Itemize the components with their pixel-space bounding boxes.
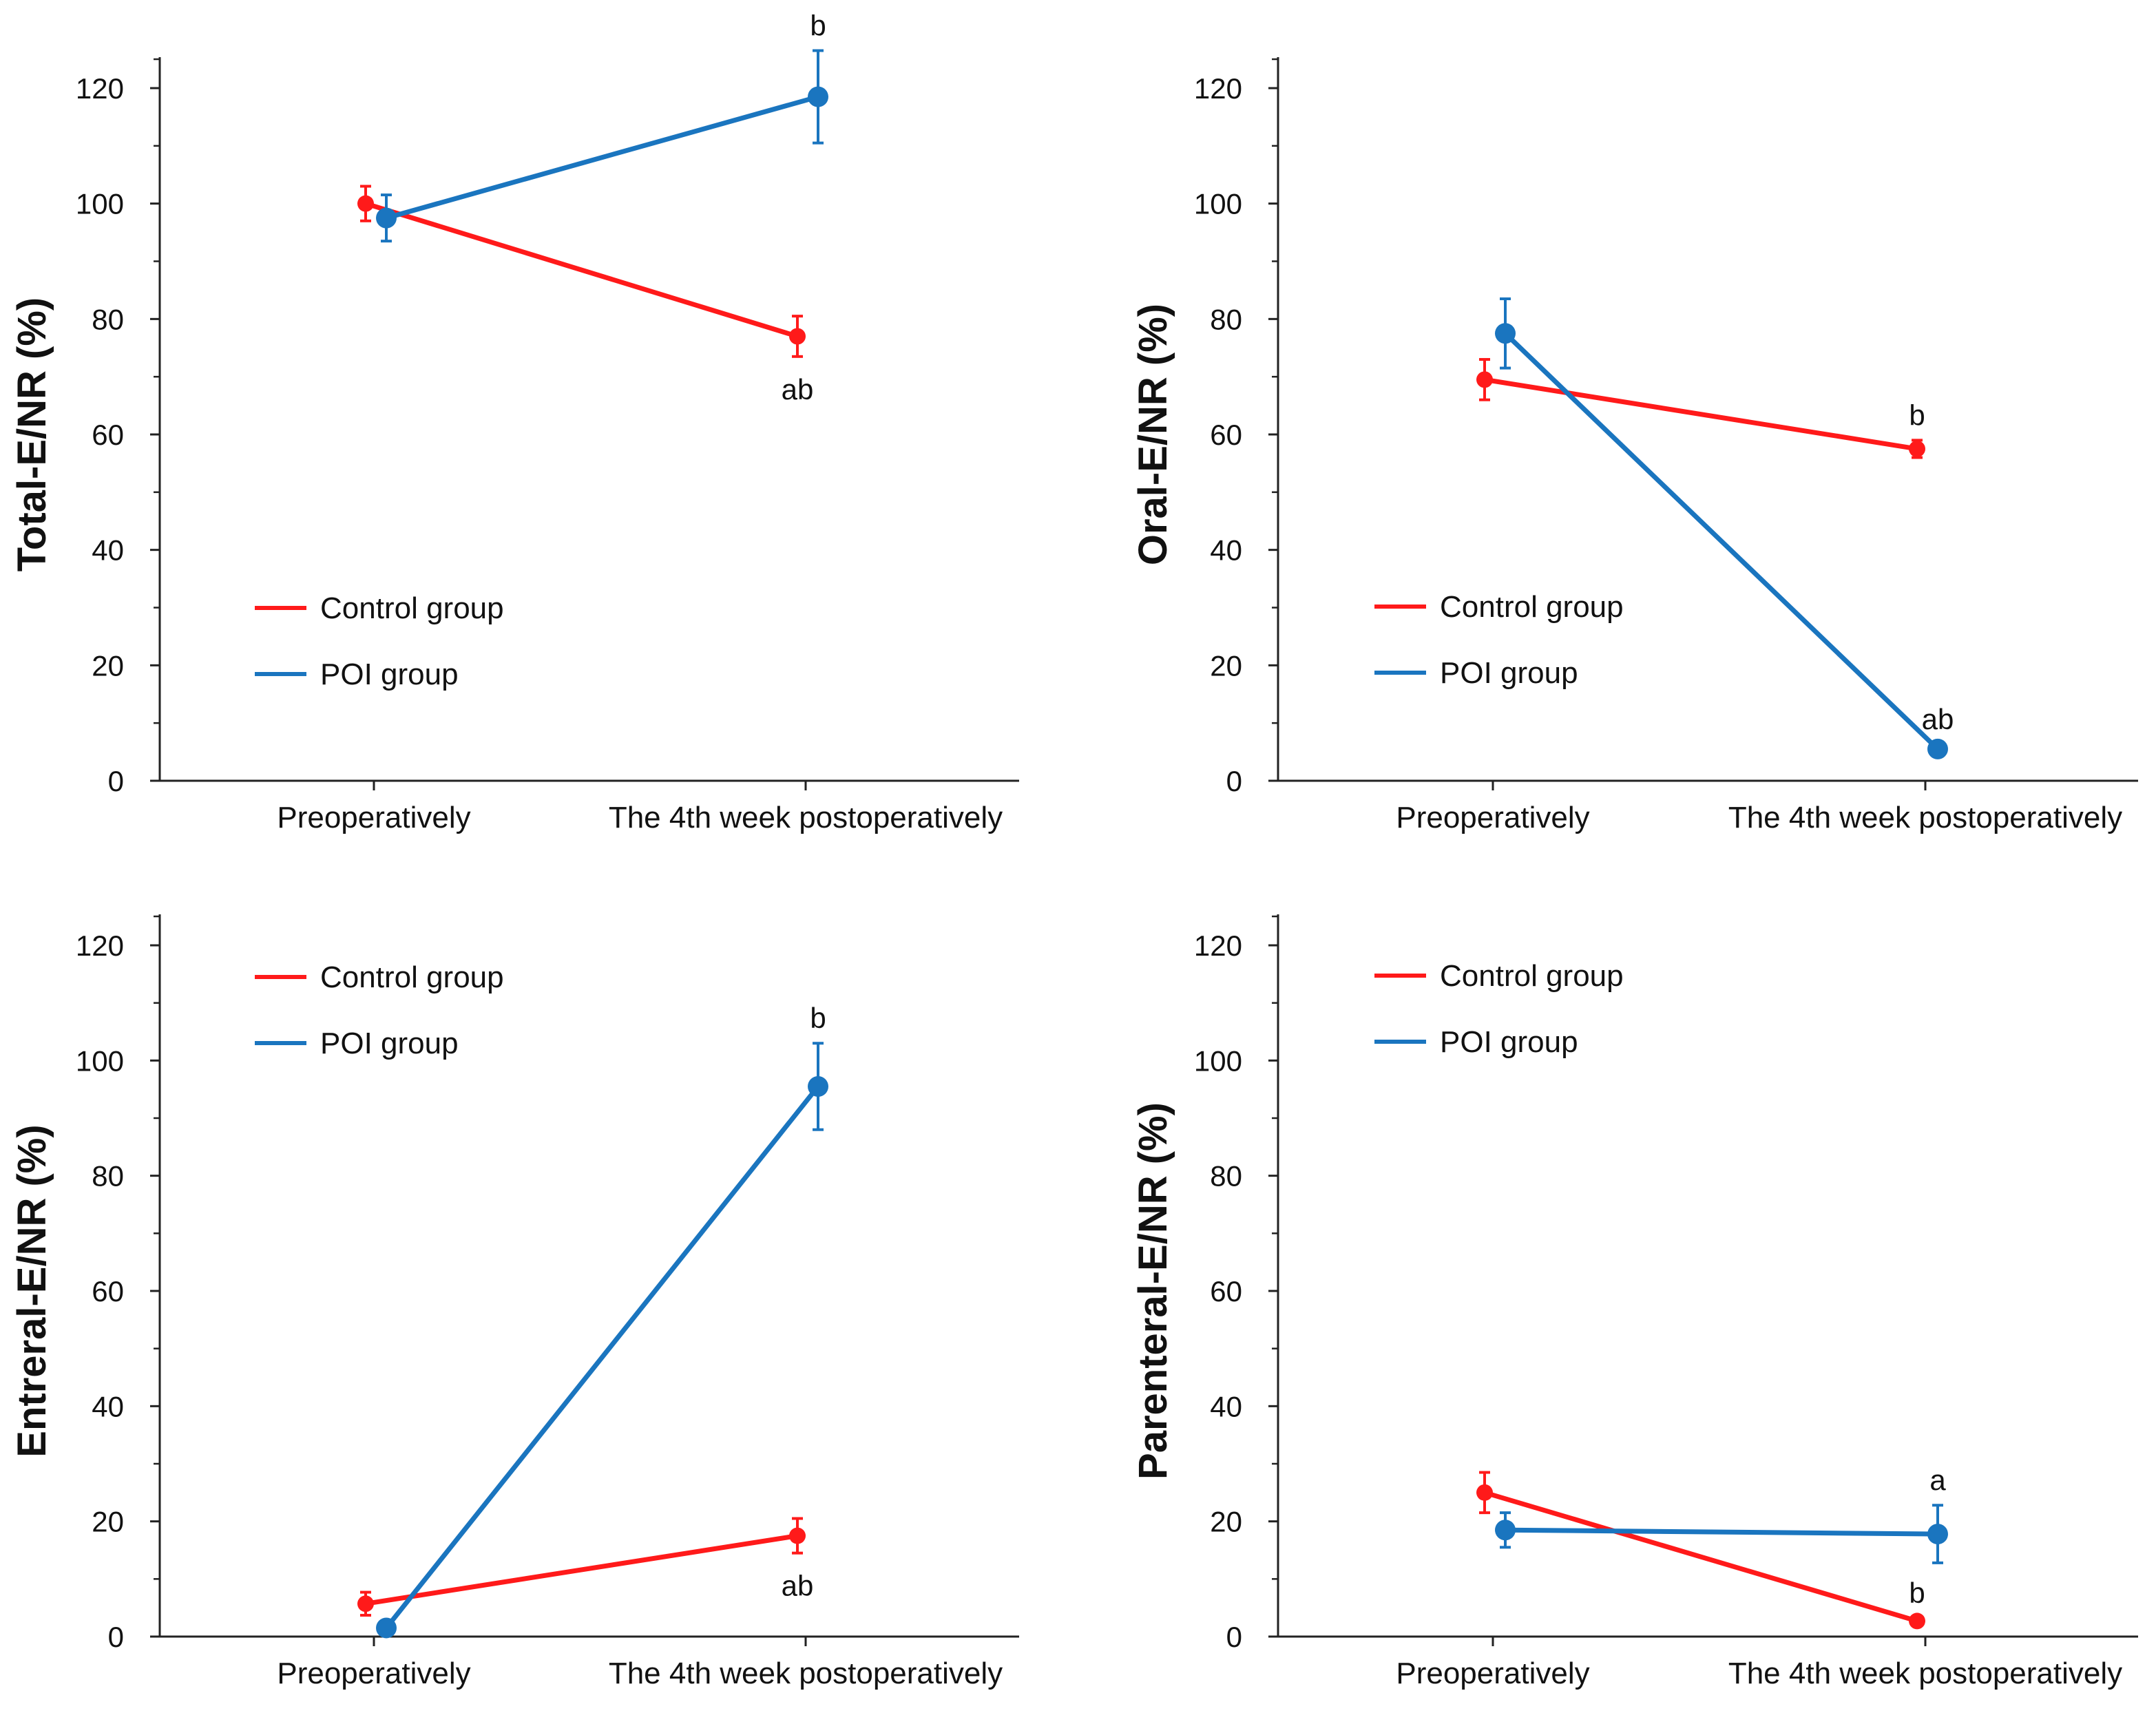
- series-poi-group: b: [376, 1002, 828, 1639]
- chart-panel-4: 0 20 40 60 80 100 120 Preoperatively The 4th wee…: [1131, 914, 2138, 1690]
- y-tick-label: 20: [1210, 649, 1242, 682]
- chart-panel-3: 0 20 40 60 80 100 120 Preoperatively The 4th wee…: [10, 914, 1019, 1690]
- legend-label: POI group: [1440, 1025, 1578, 1059]
- y-tick-label: 20: [92, 1506, 124, 1538]
- series-poi-group: b: [376, 10, 828, 243]
- y-axis-title: Entreral-E/NR (%): [10, 1124, 54, 1457]
- legend: Control group POI group: [255, 591, 504, 691]
- data-point: [357, 195, 374, 212]
- y-tick-label: 60: [92, 419, 124, 451]
- y-tick-label: 20: [1210, 1506, 1242, 1538]
- series-control-group: b: [1476, 358, 1925, 459]
- y-tick-label: 120: [76, 929, 124, 962]
- y-tick-label: 0: [108, 765, 124, 797]
- y-tick-label: 100: [1194, 1044, 1242, 1077]
- chart-panel-2: 0 20 40 60 80 100 120 Preoperatively The 4th wee…: [1131, 57, 2138, 834]
- legend-label: Control group: [320, 591, 504, 625]
- series-poi-group: ab: [1495, 297, 1954, 759]
- y-tick-label: 0: [108, 1621, 124, 1653]
- series-line: [1503, 331, 1940, 751]
- data-point: [1927, 1524, 1948, 1545]
- data-point: [1909, 1612, 1925, 1630]
- y-tick-label: 80: [92, 303, 124, 335]
- data-point: [808, 86, 828, 107]
- data-point: [1909, 440, 1925, 457]
- series-control-group: b: [1476, 1471, 1925, 1630]
- y-tick-label: 120: [76, 72, 124, 105]
- significance-label: b: [810, 10, 826, 42]
- x-tick-label: Preoperatively: [277, 1657, 470, 1690]
- series-line: [364, 201, 799, 339]
- y-tick-label: 80: [1210, 1160, 1242, 1192]
- x-tick-label: The 4th week postoperatively: [1728, 801, 2122, 834]
- data-point: [376, 207, 397, 229]
- data-point: [1476, 371, 1493, 388]
- y-axis-title: Oral-E/NR (%): [1131, 304, 1175, 565]
- y-tick-label: 120: [1194, 929, 1242, 962]
- significance-label: ab: [782, 373, 814, 406]
- legend: Control group POI group: [255, 960, 504, 1060]
- y-tick-label: 80: [92, 1160, 124, 1192]
- x-tick-label: The 4th week postoperatively: [609, 1657, 1003, 1690]
- legend-label: POI group: [320, 658, 459, 691]
- y-tick-label: 20: [92, 649, 124, 682]
- legend-label: Control group: [320, 960, 504, 994]
- y-tick-label: 100: [76, 1044, 124, 1077]
- y-tick-label: 60: [1210, 1275, 1242, 1307]
- legend: Control group POI group: [1374, 590, 1624, 690]
- x-tick-label: Preoperatively: [1396, 1657, 1589, 1690]
- data-point: [789, 328, 806, 345]
- series-control-group: ab: [357, 1517, 814, 1617]
- series-line: [1484, 377, 1918, 452]
- legend-label: Control group: [1440, 590, 1624, 624]
- x-tick-label: The 4th week postoperatively: [1728, 1657, 2122, 1690]
- legend: Control group POI group: [1374, 959, 1624, 1059]
- series-line: [386, 94, 819, 220]
- significance-label: a: [1929, 1464, 1946, 1496]
- significance-label: b: [1909, 1577, 1925, 1609]
- y-tick-label: 40: [92, 534, 124, 567]
- data-point: [808, 1075, 828, 1097]
- series-control-group: ab: [357, 185, 814, 406]
- y-tick-label: 120: [1194, 72, 1242, 105]
- y-tick-label: 60: [1210, 419, 1242, 451]
- significance-label: ab: [1922, 703, 1954, 735]
- series-line: [1505, 1527, 1938, 1537]
- legend-label: Control group: [1440, 959, 1624, 993]
- data-point: [376, 1617, 397, 1639]
- significance-label: b: [1909, 399, 1925, 431]
- data-point: [1495, 323, 1516, 344]
- data-point: [1495, 1520, 1516, 1541]
- chart-panel-1: 0 20 40 60 80 100 120 Preoperatively The 4th wee…: [10, 10, 1019, 834]
- data-point: [357, 1595, 374, 1612]
- y-tick-label: 40: [1210, 534, 1242, 567]
- y-axis-title: Total-E/NR (%): [10, 297, 54, 571]
- data-point: [789, 1527, 806, 1544]
- significance-label: ab: [782, 1570, 814, 1602]
- significance-label: b: [810, 1002, 826, 1034]
- legend-label: POI group: [1440, 656, 1578, 690]
- y-tick-label: 40: [1210, 1390, 1242, 1422]
- series-line: [365, 1533, 798, 1606]
- y-tick-label: 40: [92, 1390, 124, 1422]
- y-axis-title: Parenteral-E/NR (%): [1131, 1102, 1175, 1480]
- data-point: [1927, 738, 1948, 759]
- y-tick-label: 0: [1226, 765, 1242, 797]
- series-line: [384, 1084, 820, 1630]
- series-line: [1484, 1490, 1918, 1623]
- y-tick-label: 80: [1210, 303, 1242, 335]
- y-tick-label: 100: [1194, 188, 1242, 220]
- data-point: [1476, 1484, 1493, 1501]
- series-poi-group: a: [1495, 1464, 1948, 1564]
- y-tick-label: 60: [92, 1275, 124, 1307]
- x-tick-label: The 4th week postoperatively: [609, 801, 1003, 834]
- y-tick-label: 100: [76, 188, 124, 220]
- x-tick-label: Preoperatively: [1396, 801, 1589, 834]
- legend-label: POI group: [320, 1027, 459, 1060]
- y-tick-label: 0: [1226, 1621, 1242, 1653]
- x-tick-label: Preoperatively: [277, 801, 470, 834]
